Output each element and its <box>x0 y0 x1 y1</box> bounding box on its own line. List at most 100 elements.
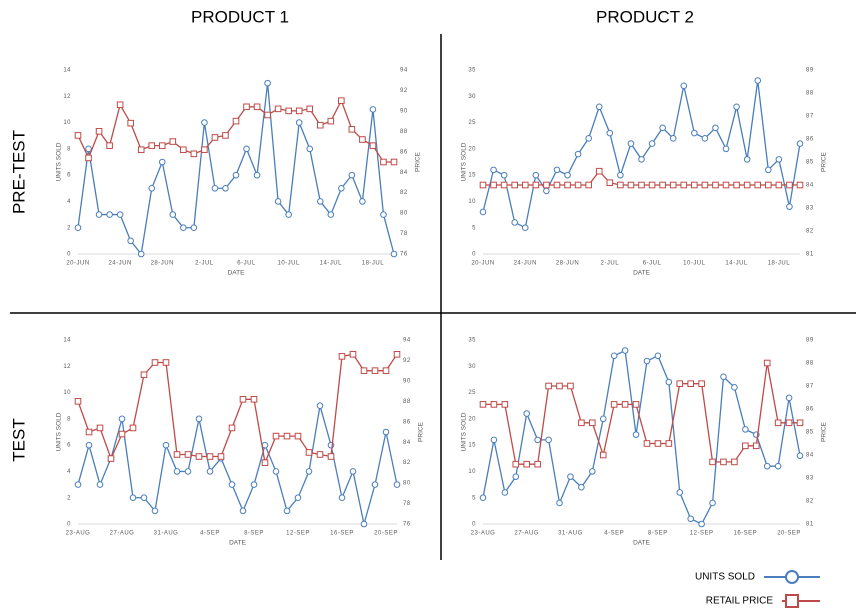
y-tick-label: 2 <box>67 225 71 231</box>
data-point <box>490 436 498 444</box>
data-point <box>765 166 772 174</box>
y2-tick-label: 81 <box>806 252 814 258</box>
data-point <box>643 357 651 365</box>
data-point <box>796 452 804 459</box>
data-point <box>169 211 177 218</box>
y-tick-label: 0 <box>67 522 71 528</box>
data-point <box>369 106 377 113</box>
data-point <box>173 451 181 458</box>
y2-tick-label: 89 <box>806 68 814 74</box>
data-point <box>532 171 540 179</box>
data-point <box>390 158 398 166</box>
data-point <box>184 451 192 458</box>
data-point <box>627 140 635 147</box>
data-point <box>338 184 345 192</box>
data-point <box>222 184 229 192</box>
data-point <box>206 468 214 475</box>
data-point <box>85 428 93 436</box>
data-point <box>162 441 170 449</box>
data-point <box>95 211 103 218</box>
y-tick-label: 10 <box>468 199 476 205</box>
y2-tick-label: 87 <box>806 114 814 120</box>
x-tick-label: 20-JUN <box>471 261 494 267</box>
y2-tick-label: 84 <box>403 440 411 446</box>
data-point <box>295 107 303 115</box>
data-point <box>731 458 738 466</box>
data-point <box>501 489 509 496</box>
y2-tick-label: 82 <box>806 229 814 235</box>
y2-tick-label: 85 <box>806 160 814 166</box>
data-point <box>574 181 582 189</box>
y2-axis-label: PRICE <box>821 151 828 172</box>
data-point <box>754 181 762 189</box>
data-point <box>742 426 749 433</box>
data-point <box>578 483 585 491</box>
y-tick-label: 10 <box>63 390 71 396</box>
y-axis-label: UNITS SOLD <box>56 142 63 181</box>
data-point <box>659 181 666 189</box>
y2-tick-label: 76 <box>403 522 411 528</box>
y2-tick-label: 82 <box>400 190 408 196</box>
data-point <box>250 481 258 488</box>
data-point <box>599 451 607 459</box>
x-tick-label: 12-SEP <box>690 531 714 537</box>
data-point <box>676 489 684 496</box>
data-point <box>180 146 187 154</box>
y-axis-label: UNITS SOLD <box>461 142 468 181</box>
x-axis-label: DATE <box>229 540 247 547</box>
data-point <box>129 424 137 432</box>
data-point <box>151 507 159 515</box>
data-point <box>786 203 793 210</box>
x-tick-label: 2-JUL <box>195 261 214 267</box>
y-tick-label: 15 <box>468 443 476 449</box>
x-tick-label: 27-AUG <box>110 531 135 537</box>
row-title: TEST <box>9 418 28 461</box>
data-point <box>348 171 356 179</box>
data-point <box>512 473 520 480</box>
x-tick-label: 31-AUG <box>154 531 179 537</box>
data-point <box>701 135 709 142</box>
data-point <box>393 351 401 358</box>
x-tick-label: 6-JUL <box>237 261 256 267</box>
data-point <box>606 129 614 137</box>
y-tick-label: 6 <box>67 443 71 449</box>
data-point <box>232 117 240 125</box>
x-tick-label: 18-JUL <box>768 261 791 267</box>
data-point <box>222 132 229 139</box>
data-point <box>567 382 574 390</box>
data-point <box>765 181 772 189</box>
data-point <box>680 181 688 189</box>
y2-tick-label: 78 <box>400 231 408 237</box>
data-point <box>698 380 705 387</box>
data-point <box>382 428 390 436</box>
data-point <box>627 181 635 189</box>
data-point <box>148 142 156 149</box>
y2-tick-label: 94 <box>403 338 411 344</box>
data-point <box>272 432 280 440</box>
x-axis-label: DATE <box>228 270 246 277</box>
data-point <box>742 442 749 450</box>
data-point <box>228 424 236 432</box>
data-point <box>305 449 313 456</box>
data-point <box>239 395 247 403</box>
data-point <box>698 520 705 528</box>
data-point <box>261 441 269 449</box>
y2-tick-label: 94 <box>400 68 408 74</box>
x-tick-label: 8-SEP <box>648 531 668 537</box>
data-point <box>490 181 497 189</box>
x-tick-label: 8-SEP <box>244 531 264 537</box>
data-point <box>545 382 552 390</box>
data-point <box>500 181 508 189</box>
data-point <box>796 140 804 147</box>
data-point <box>184 468 192 475</box>
data-point <box>380 158 387 166</box>
y2-axis-label: PRICE <box>415 151 422 172</box>
y-tick-label: 25 <box>468 120 476 126</box>
data-point <box>638 156 645 163</box>
data-point <box>763 462 771 470</box>
y-tick-label: 10 <box>63 120 71 126</box>
data-point <box>360 367 368 374</box>
data-point <box>743 181 751 189</box>
data-point <box>137 250 145 258</box>
data-point <box>543 187 550 195</box>
